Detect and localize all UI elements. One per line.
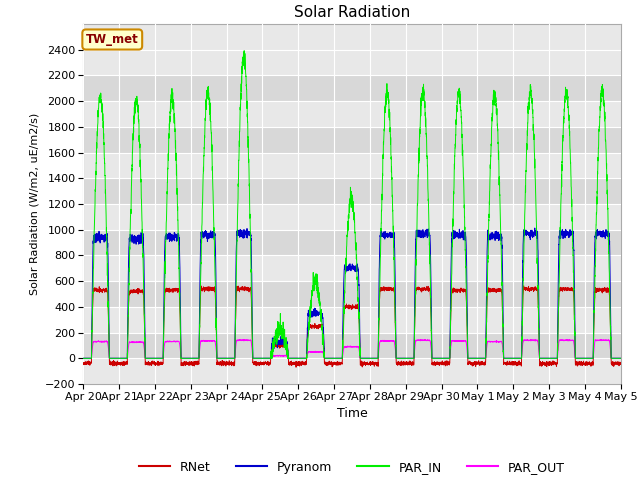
X-axis label: Time: Time bbox=[337, 407, 367, 420]
Bar bbox=[83, 281, 621, 307]
Bar bbox=[83, 255, 621, 281]
Bar bbox=[83, 178, 621, 204]
Title: Solar Radiation: Solar Radiation bbox=[294, 5, 410, 20]
Bar bbox=[83, 358, 621, 384]
Bar bbox=[83, 50, 621, 75]
Bar bbox=[83, 127, 621, 153]
Y-axis label: Solar Radiation (W/m2, uE/m2/s): Solar Radiation (W/m2, uE/m2/s) bbox=[29, 113, 40, 295]
Bar bbox=[83, 101, 621, 127]
Bar bbox=[83, 333, 621, 358]
Bar bbox=[83, 75, 621, 101]
Text: TW_met: TW_met bbox=[86, 33, 139, 46]
Bar bbox=[83, 307, 621, 333]
Bar bbox=[83, 230, 621, 255]
Bar bbox=[83, 153, 621, 178]
Legend: RNet, Pyranom, PAR_IN, PAR_OUT: RNet, Pyranom, PAR_IN, PAR_OUT bbox=[134, 456, 570, 479]
Bar bbox=[83, 204, 621, 230]
